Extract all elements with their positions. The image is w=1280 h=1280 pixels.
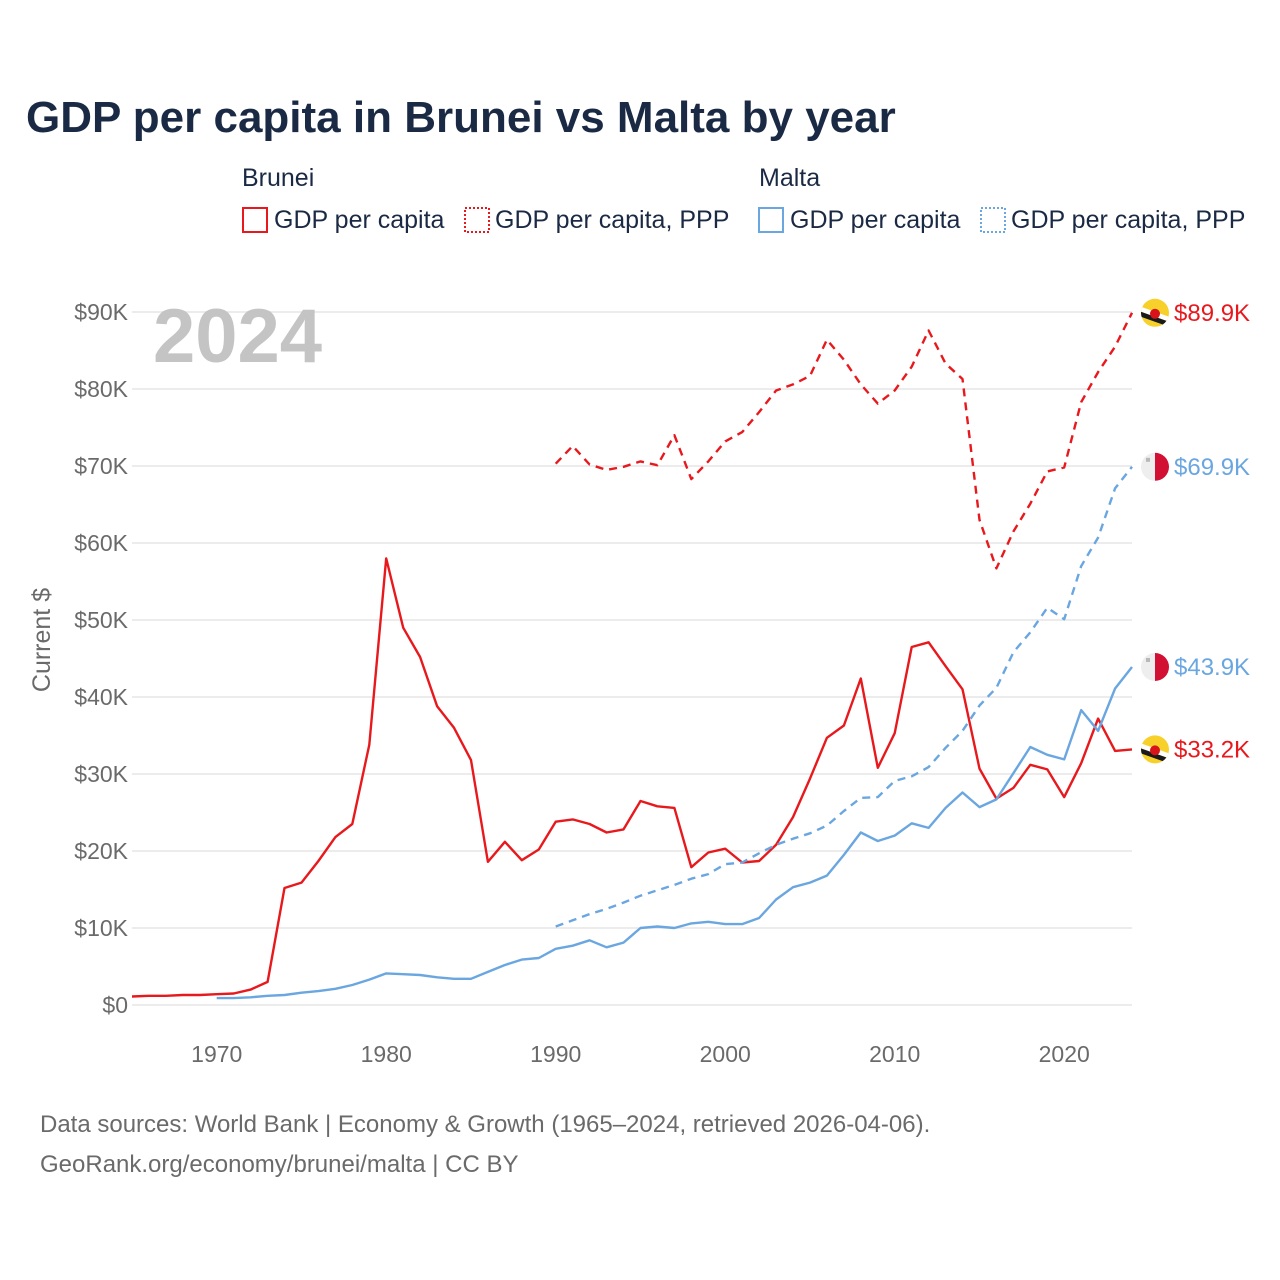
legend-swatch-brunei-gdp xyxy=(242,207,268,233)
y-tick-label: $30K xyxy=(74,761,128,787)
legend: Brunei GDP per capita GDP per capita, PP… xyxy=(242,164,1245,234)
y-tick-label: $80K xyxy=(74,376,128,402)
end-value-label: $89.9K xyxy=(1174,300,1250,327)
legend-group-brunei: Brunei xyxy=(242,164,314,192)
malta-flag-icon xyxy=(1141,452,1169,481)
legend-group-malta: Malta xyxy=(759,164,820,192)
source-line-1: Data sources: World Bank | Economy & Gro… xyxy=(40,1111,930,1138)
y-tick-label: $60K xyxy=(74,530,128,556)
x-tick-label: 1980 xyxy=(361,1041,412,1067)
legend-swatch-malta-gdp xyxy=(758,207,784,233)
x-tick-label: 1990 xyxy=(530,1041,581,1067)
end-value-label: $43.9K xyxy=(1174,654,1250,681)
year-overlay: 2024 xyxy=(153,294,322,379)
legend-label-brunei-gdp[interactable]: GDP per capita xyxy=(274,206,445,234)
y-tick-label: $90K xyxy=(74,299,128,325)
series-line-brunei-gdp-per-capita-ppp[interactable] xyxy=(554,312,1134,570)
series-line-malta-gdp-per-capita[interactable] xyxy=(216,666,1133,1000)
y-axis: $0 $10K $20K $30K $40K $50K $60K $70K $80K $90K xyxy=(74,299,128,1018)
x-tick-label: 1970 xyxy=(191,1041,242,1067)
gridlines xyxy=(132,311,1132,1006)
x-tick-label: 2010 xyxy=(869,1041,920,1067)
malta-flag-icon xyxy=(1141,653,1169,681)
brunei-flag-icon xyxy=(1141,735,1169,764)
series-line-malta-gdp-per-capita-ppp[interactable] xyxy=(555,466,1133,928)
end-value-label: $33.2K xyxy=(1174,736,1250,763)
y-axis-title: Current $ xyxy=(28,588,56,692)
y-tick-label: $0 xyxy=(102,992,128,1018)
y-tick-label: $70K xyxy=(74,453,128,479)
chart-title: GDP per capita in Brunei vs Malta by yea… xyxy=(26,93,896,142)
x-axis: 1970 1980 1990 2000 2010 2020 xyxy=(191,1041,1090,1067)
x-tick-label: 2000 xyxy=(700,1041,751,1067)
source-line-2[interactable]: GeoRank.org/economy/brunei/malta | CC BY xyxy=(40,1151,518,1178)
series-line-brunei-gdp-per-capita[interactable] xyxy=(131,557,1133,998)
legend-label-malta-gdp[interactable]: GDP per capita xyxy=(790,206,961,234)
series xyxy=(131,312,1134,1000)
y-tick-label: $50K xyxy=(74,607,128,633)
end-value-label: $69.9K xyxy=(1174,454,1250,481)
y-tick-label: $40K xyxy=(74,684,128,710)
legend-swatch-malta-ppp xyxy=(980,207,1006,233)
brunei-flag-icon xyxy=(1141,298,1169,327)
y-tick-label: $10K xyxy=(74,915,128,941)
legend-label-malta-ppp[interactable]: GDP per capita, PPP xyxy=(1011,206,1245,234)
legend-swatch-brunei-ppp xyxy=(464,207,490,233)
end-labels: $89.9K $69.9K $43.9K $33.2K xyxy=(1141,298,1250,764)
x-tick-label: 2020 xyxy=(1039,1041,1090,1067)
y-tick-label: $20K xyxy=(74,838,128,864)
legend-label-brunei-ppp[interactable]: GDP per capita, PPP xyxy=(495,206,729,234)
